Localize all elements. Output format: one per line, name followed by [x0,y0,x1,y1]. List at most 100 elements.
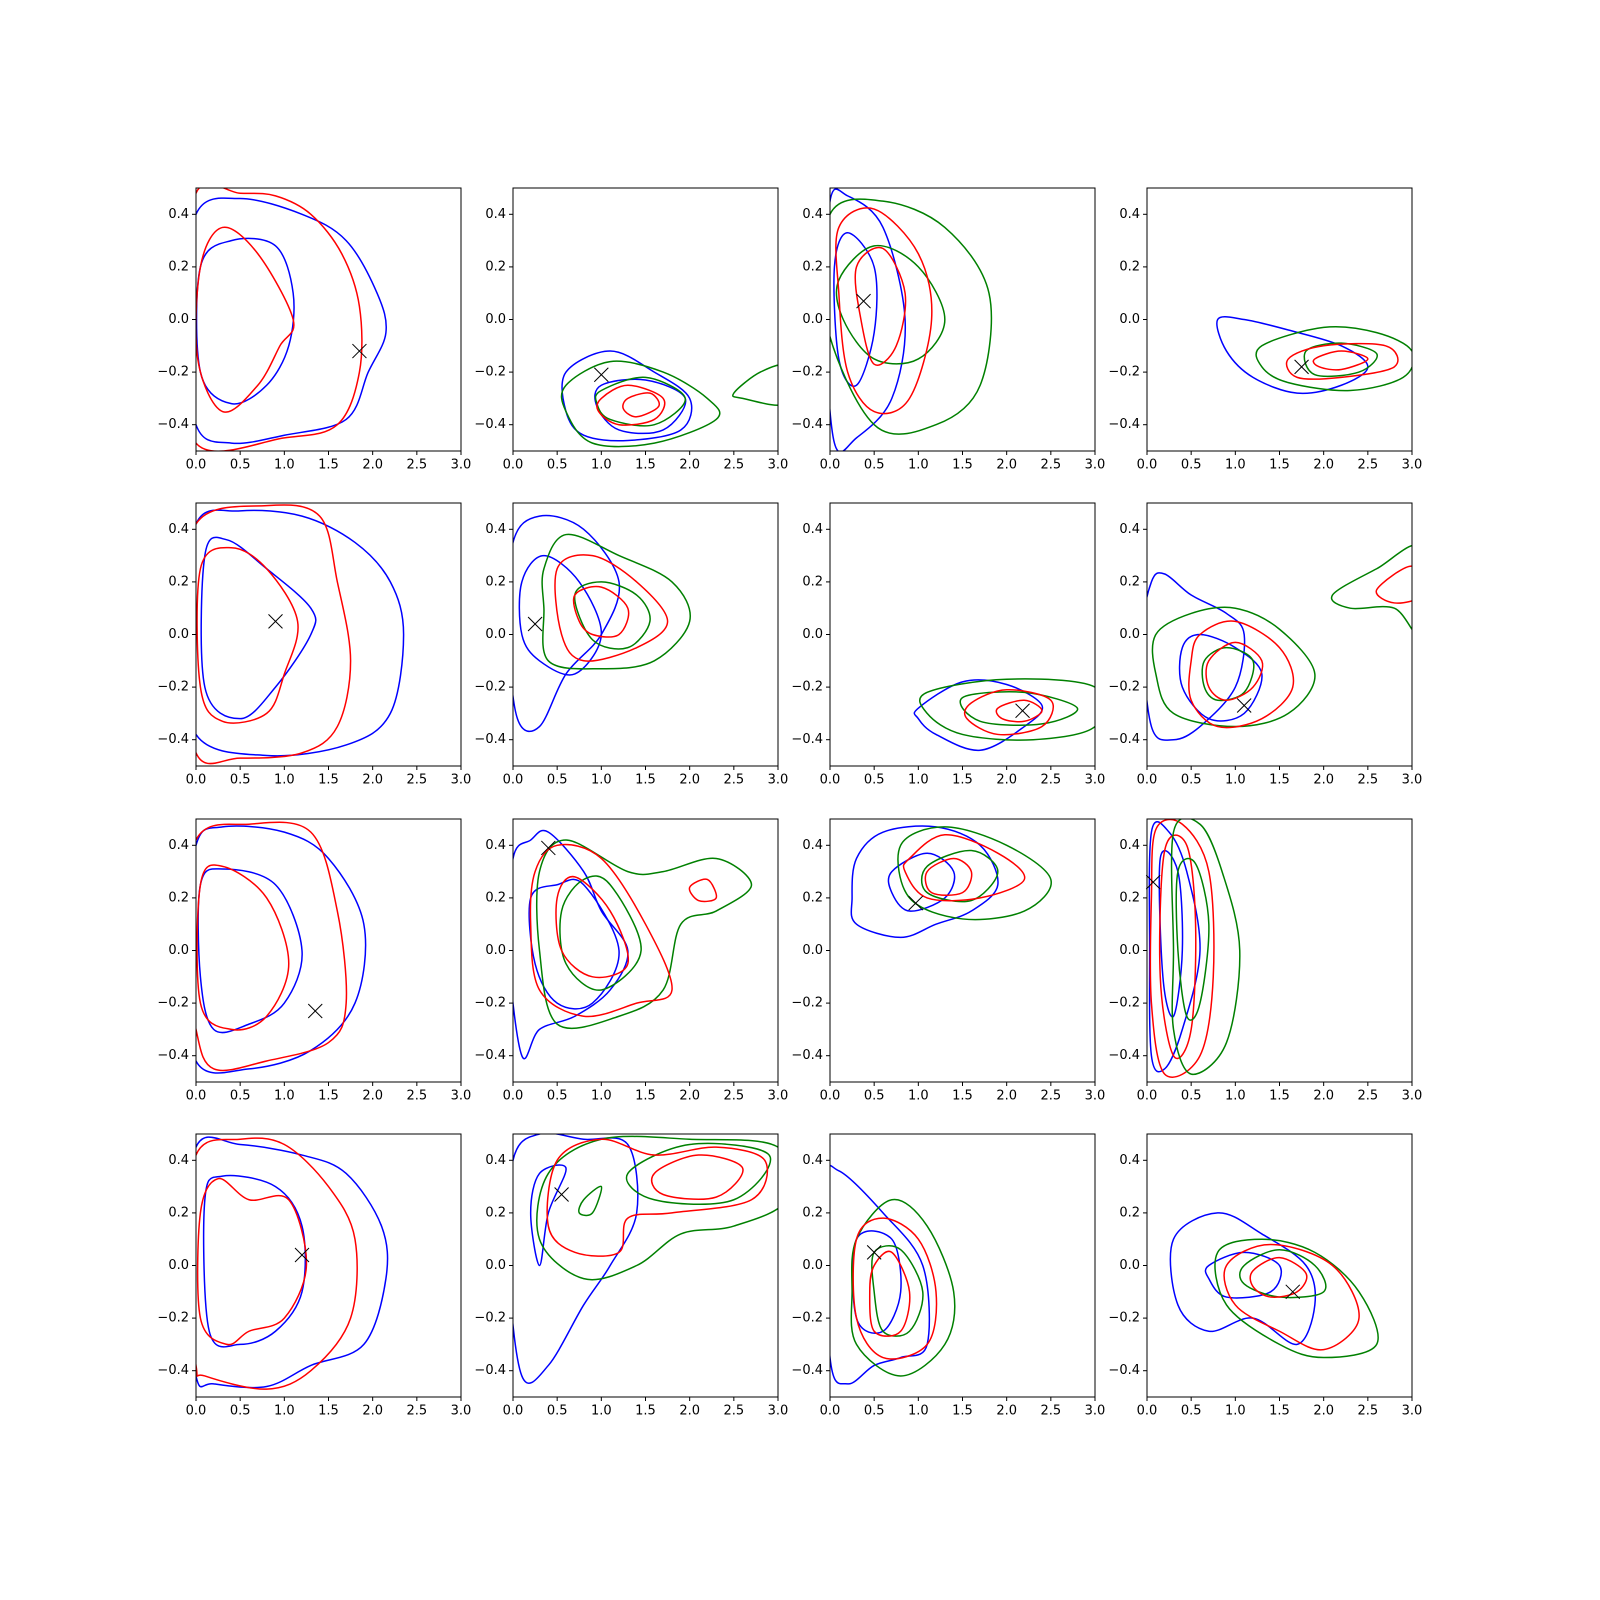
contour-line [196,226,295,413]
y-tick-label: −0.2 [474,365,506,380]
x-tick-label: 1.0 [274,458,295,473]
x-tick-label: 2.5 [1040,1089,1061,1104]
contour-line [1239,1248,1327,1299]
x-tick-label: 0.0 [1137,773,1158,788]
contour-line [555,875,630,979]
x-tick-label: 2.0 [679,1089,700,1104]
marker-x [294,1247,310,1263]
y-tick-label: −0.2 [791,996,823,1011]
marker-x [352,343,367,359]
x-tick-label: 0.5 [864,773,885,788]
y-tick-label: −0.2 [1108,365,1140,380]
x-tick-label: 1.0 [1225,1404,1246,1419]
x-tick-label: 2.0 [679,1404,700,1419]
x-tick-label: 0.5 [864,1089,885,1104]
plot-area [913,678,1095,751]
axes-frame [1146,187,1413,452]
contour-line [854,246,907,366]
contour-line [196,509,405,757]
contour-line [830,188,907,451]
contour-line [995,699,1043,723]
contour-line [924,857,973,897]
contour-line [850,825,999,939]
y-tick-label: 0.0 [1119,627,1140,642]
x-tick-label: 2.5 [723,458,744,473]
contour-line [578,1185,603,1217]
x-tick-label: 1.0 [274,773,295,788]
subplot: 0.0 0.5 1.0 1.5 2.0 2.5 3.0 −0.4 −0.2 0.0 0.2 0.4 [1108,1133,1423,1419]
contour-line [196,821,348,1072]
contour-line [1249,1256,1308,1298]
contour-line [529,843,673,1018]
subplot: 0.0 0.5 1.0 1.5 2.0 2.5 3.0 −0.4 −0.2 0.0 0.2 0.4 [474,1133,789,1419]
x-tick-label: 0.5 [1181,773,1202,788]
x-tick-label: 0.5 [547,773,568,788]
contour-line [963,688,1054,736]
contour-line [196,825,367,1074]
x-tick-label: 1.0 [908,773,929,788]
x-tick-label: 1.0 [908,1404,929,1419]
x-tick-label: 0.0 [820,773,841,788]
x-tick-label: 2.5 [1040,458,1061,473]
x-tick-label: 2.5 [723,1089,744,1104]
x-tick-label: 2.5 [406,773,427,788]
y-tick-label: 0.2 [485,1205,506,1220]
y-tick-label: 0.4 [802,522,823,537]
contour-line [535,839,753,1029]
subplot: 0.0 0.5 1.0 1.5 2.0 2.5 3.0 −0.4 −0.2 0.0 0.2 0.4 [474,187,788,473]
contour-line [518,554,603,676]
contour-line [625,1142,772,1205]
contour-line [835,207,933,415]
x-tick-label: 2.0 [996,1089,1017,1104]
contour-line [196,197,387,445]
y-tick-label: −0.4 [157,1363,189,1378]
x-tick-label: 2.5 [723,1404,744,1419]
contour-line [1214,1238,1379,1359]
x-tick-label: 1.5 [952,1404,973,1419]
x-tick-label: 2.0 [362,1089,383,1104]
x-tick-label: 0.0 [820,458,841,473]
y-tick-label: 0.0 [485,943,506,958]
x-tick-label: 1.5 [635,1404,656,1419]
x-tick-label: 3.0 [1402,1404,1423,1419]
contour-line [833,231,878,387]
x-tick-label: 1.0 [908,1089,929,1104]
contour-line [196,1137,358,1390]
x-tick-label: 1.5 [318,1089,339,1104]
y-tick-label: −0.4 [1108,417,1140,432]
y-tick-label: 0.4 [1119,207,1140,222]
contour-line [594,376,686,427]
contour-line [1147,572,1246,741]
plot-area [196,1136,389,1390]
contour-line [572,585,630,638]
x-tick-label: 0.5 [1181,458,1202,473]
x-tick-label: 3.0 [1085,1089,1106,1104]
x-tick-label: 2.5 [406,1089,427,1104]
y-tick-label: −0.4 [157,732,189,747]
contour-line [913,679,1044,751]
subplot: 0.0 0.5 1.0 1.5 2.0 2.5 3.0 −0.4 −0.2 0.0 0.2 0.4 [157,818,471,1104]
x-tick-label: 3.0 [768,1089,789,1104]
x-tick-label: 2.5 [1040,1404,1061,1419]
x-tick-label: 1.0 [1225,458,1246,473]
contour-line [830,1164,931,1385]
y-tick-label: 0.2 [168,259,189,274]
x-tick-label: 0.0 [503,773,524,788]
x-tick-label: 1.5 [1269,773,1290,788]
x-tick-label: 0.5 [547,458,568,473]
y-tick-label: −0.4 [1108,1363,1140,1378]
x-tick-label: 2.5 [1357,773,1378,788]
contour-line [919,678,1095,741]
x-tick-label: 3.0 [768,1404,789,1419]
contour-line [513,514,621,733]
x-tick-label: 0.5 [230,1404,251,1419]
contour-line [561,350,693,442]
contour-line [1169,1212,1317,1346]
marker-x [908,895,924,911]
y-tick-label: −0.2 [157,365,189,380]
y-tick-label: 0.4 [168,207,189,222]
contour-line [574,581,651,650]
x-tick-label: 1.5 [635,773,656,788]
y-tick-label: −0.2 [791,680,823,695]
x-tick-label: 1.5 [635,1089,656,1104]
